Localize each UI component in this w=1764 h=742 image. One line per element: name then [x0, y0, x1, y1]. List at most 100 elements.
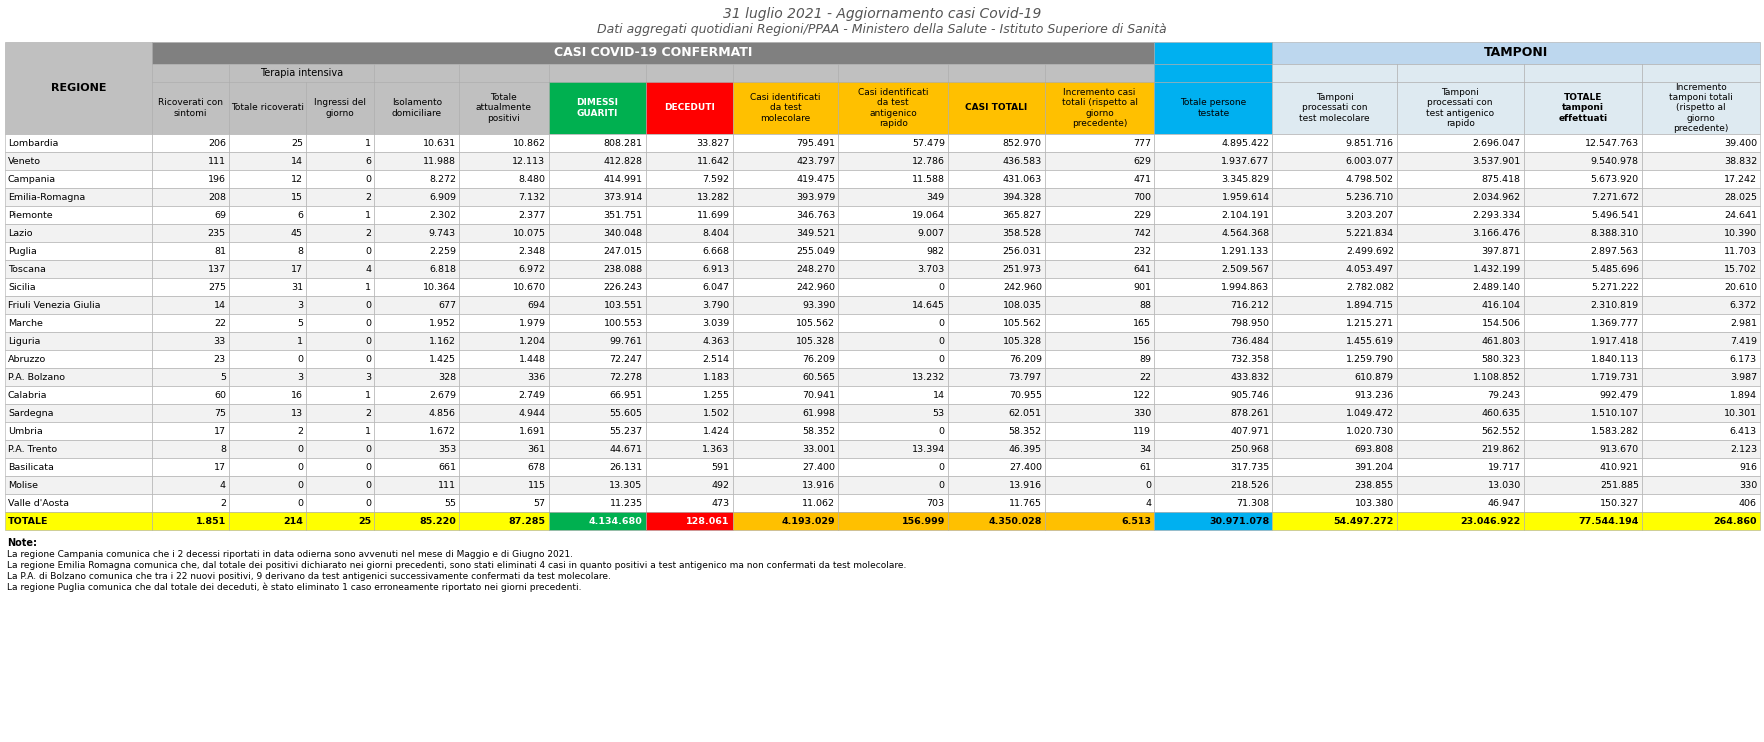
- Text: 128.061: 128.061: [686, 516, 729, 525]
- Bar: [732, 332, 838, 350]
- Bar: [1395, 206, 1522, 224]
- Text: 7.419: 7.419: [1729, 337, 1755, 346]
- Text: 1.583.282: 1.583.282: [1589, 427, 1639, 436]
- Bar: [459, 512, 549, 530]
- Text: 55.237: 55.237: [609, 427, 642, 436]
- Text: 1.937.677: 1.937.677: [1221, 157, 1268, 165]
- Bar: [374, 404, 459, 422]
- Text: Puglia: Puglia: [9, 246, 37, 255]
- Bar: [1154, 64, 1272, 82]
- Text: 694: 694: [527, 301, 545, 309]
- Bar: [1641, 512, 1759, 530]
- Text: Terapia intensiva: Terapia intensiva: [259, 68, 342, 78]
- Bar: [305, 422, 374, 440]
- Text: 10.390: 10.390: [1723, 229, 1755, 237]
- Text: 1.424: 1.424: [702, 427, 729, 436]
- Text: 0: 0: [365, 318, 370, 327]
- Bar: [374, 386, 459, 404]
- Bar: [305, 512, 374, 530]
- Text: 13: 13: [291, 409, 303, 418]
- Bar: [838, 404, 947, 422]
- Bar: [732, 368, 838, 386]
- Text: DIMESSI
GUARITI: DIMESSI GUARITI: [575, 98, 617, 118]
- Bar: [947, 278, 1044, 296]
- Bar: [1154, 350, 1272, 368]
- Bar: [1395, 386, 1522, 404]
- Bar: [838, 224, 947, 242]
- Bar: [1044, 512, 1154, 530]
- Bar: [1522, 224, 1641, 242]
- Text: 412.828: 412.828: [603, 157, 642, 165]
- Bar: [305, 404, 374, 422]
- Text: 77.544.194: 77.544.194: [1577, 516, 1639, 525]
- Text: 0: 0: [296, 481, 303, 490]
- Bar: [646, 82, 732, 134]
- Text: CASI COVID-19 CONFERMATI: CASI COVID-19 CONFERMATI: [554, 47, 751, 59]
- Text: Note:: Note:: [7, 538, 37, 548]
- Text: Umbria: Umbria: [9, 427, 42, 436]
- Bar: [1154, 260, 1272, 278]
- Text: Ricoverati con
sintomi: Ricoverati con sintomi: [157, 98, 222, 118]
- Bar: [1154, 206, 1272, 224]
- Bar: [5, 188, 152, 206]
- Bar: [646, 512, 732, 530]
- Text: La regione Emilia Romagna comunica che, dal totale dei positivi dichiarato nei g: La regione Emilia Romagna comunica che, …: [7, 561, 907, 570]
- Bar: [549, 440, 646, 458]
- Text: Valle d'Aosta: Valle d'Aosta: [9, 499, 69, 508]
- Text: 5.485.696: 5.485.696: [1589, 264, 1639, 274]
- Bar: [459, 422, 549, 440]
- Text: 4.564.368: 4.564.368: [1221, 229, 1268, 237]
- Text: 916: 916: [1738, 462, 1755, 471]
- Text: 46.395: 46.395: [1007, 444, 1041, 453]
- Bar: [374, 458, 459, 476]
- Bar: [152, 440, 229, 458]
- Text: 235: 235: [208, 229, 226, 237]
- Bar: [1272, 224, 1395, 242]
- Bar: [459, 82, 549, 134]
- Bar: [459, 386, 549, 404]
- Text: TAMPONI: TAMPONI: [1484, 47, 1547, 59]
- Bar: [947, 206, 1044, 224]
- Bar: [646, 170, 732, 188]
- Text: 0: 0: [938, 355, 944, 364]
- Bar: [5, 278, 152, 296]
- Text: 2.293.334: 2.293.334: [1471, 211, 1521, 220]
- Bar: [459, 458, 549, 476]
- Text: 629: 629: [1132, 157, 1150, 165]
- Bar: [374, 350, 459, 368]
- Text: REGIONE: REGIONE: [51, 83, 106, 93]
- Bar: [1395, 314, 1522, 332]
- Bar: [549, 350, 646, 368]
- Bar: [549, 422, 646, 440]
- Text: 8.480: 8.480: [519, 174, 545, 183]
- Text: 13.030: 13.030: [1487, 481, 1521, 490]
- Bar: [732, 64, 838, 82]
- Text: 12.786: 12.786: [912, 157, 944, 165]
- Text: 218.526: 218.526: [1230, 481, 1268, 490]
- Text: P.A. Trento: P.A. Trento: [9, 444, 56, 453]
- Text: 1.448: 1.448: [519, 355, 545, 364]
- Text: 73.797: 73.797: [1007, 372, 1041, 381]
- Text: 75: 75: [213, 409, 226, 418]
- Text: 11.988: 11.988: [423, 157, 455, 165]
- Text: 0: 0: [938, 318, 944, 327]
- Text: 58.352: 58.352: [803, 427, 834, 436]
- Bar: [1272, 332, 1395, 350]
- Bar: [1522, 314, 1641, 332]
- Text: 33.001: 33.001: [801, 444, 834, 453]
- Text: 62.051: 62.051: [1009, 409, 1041, 418]
- Bar: [838, 134, 947, 152]
- Bar: [732, 404, 838, 422]
- Text: 340.048: 340.048: [603, 229, 642, 237]
- Text: 105.328: 105.328: [796, 337, 834, 346]
- Text: Totale ricoverati: Totale ricoverati: [231, 103, 303, 113]
- Text: 219.862: 219.862: [1480, 444, 1521, 453]
- Bar: [1154, 170, 1272, 188]
- Bar: [646, 206, 732, 224]
- Text: 913.236: 913.236: [1353, 390, 1394, 399]
- Bar: [229, 206, 305, 224]
- Text: 55.605: 55.605: [609, 409, 642, 418]
- Bar: [947, 404, 1044, 422]
- Text: 1.291.133: 1.291.133: [1221, 246, 1268, 255]
- Text: 6.413: 6.413: [1729, 427, 1755, 436]
